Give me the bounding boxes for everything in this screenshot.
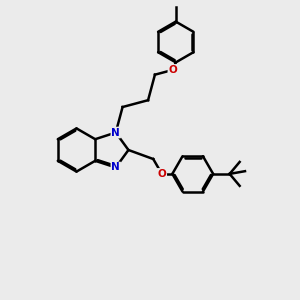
Text: O: O [168,65,177,75]
Text: N: N [111,128,120,137]
Text: O: O [158,169,166,179]
Text: N: N [111,163,120,172]
